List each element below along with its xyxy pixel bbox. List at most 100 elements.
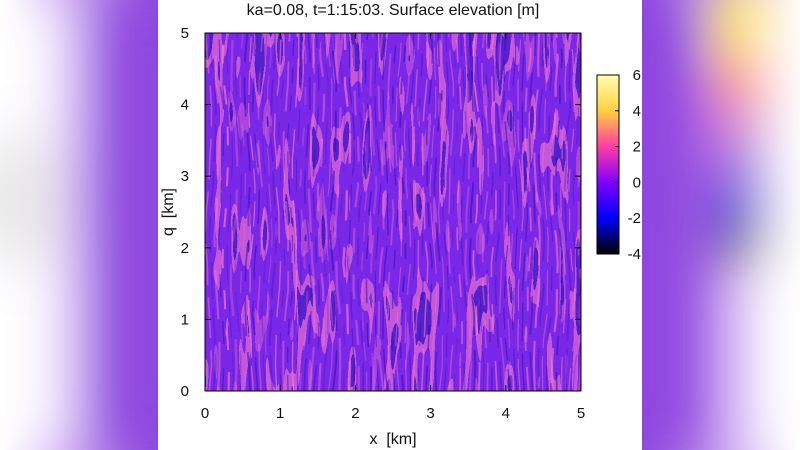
wave-trough-line	[364, 33, 373, 391]
wave-trough-line	[425, 33, 434, 391]
x-tick-label: 4	[502, 405, 510, 422]
x-axis: 0 1 2 3 4 5	[201, 33, 585, 422]
wave-crest-line	[394, 33, 403, 391]
wave-trough-line	[261, 33, 269, 391]
wave-trough-line	[476, 33, 485, 391]
wave-crest-line	[420, 33, 430, 391]
wave-crest-line	[550, 33, 559, 391]
wave-crest-line	[472, 33, 481, 391]
wave-trough-line	[494, 33, 503, 391]
chart-svg: ka=0.08, t=1:15:03. Surface elevation [m…	[160, 2, 641, 448]
y-axis: 0 1 2 3 4 5	[181, 25, 581, 400]
wave-crest-line	[213, 33, 221, 391]
wave-trough-line	[374, 33, 382, 391]
y-tick-label: 0	[181, 383, 189, 400]
colorbar-tick-label: 6	[633, 67, 641, 84]
wave-crest-line	[264, 33, 273, 391]
wave-crest-line	[316, 33, 326, 391]
colorbar-gradient	[596, 74, 620, 255]
colorbar-tick-label: 2	[633, 139, 641, 156]
wave-crest-line	[559, 33, 568, 391]
x-axis-title: x [km]	[369, 431, 416, 448]
wave-trough-line	[545, 33, 554, 391]
y-tick-label: 5	[181, 25, 189, 42]
colorbar: 6 4 2 0 -2 -4	[596, 67, 641, 263]
wave-crest-line	[333, 33, 342, 391]
wave-crest-line	[282, 33, 291, 391]
x-tick-label: 0	[201, 405, 209, 422]
wave-trough-line	[338, 33, 346, 391]
wave-crest-line	[205, 33, 213, 391]
wave-crest-line	[532, 33, 541, 391]
wave-trough-line	[226, 33, 234, 391]
wave-crest-line	[386, 33, 395, 391]
wave-crest-line	[247, 33, 256, 391]
wave-trough-line	[442, 33, 449, 391]
wave-trough-line	[398, 33, 407, 391]
wave-trough-line	[563, 33, 572, 391]
wave-trough-line	[268, 33, 278, 391]
wave-crest-line	[437, 33, 445, 391]
wave-trough-line	[303, 33, 313, 391]
y-tick-label: 1	[181, 311, 189, 328]
crest-lines	[205, 33, 588, 391]
wave-trough-line	[208, 33, 217, 391]
wave-crest-line	[256, 33, 265, 391]
y-tick-label: 3	[181, 168, 189, 185]
wave-crest-line	[490, 33, 498, 391]
wave-trough-line	[407, 33, 416, 391]
wave-crest-line	[412, 33, 420, 391]
wave-crest-line	[498, 33, 506, 391]
wave-trough-line	[528, 33, 537, 391]
wave-trough-line	[459, 33, 468, 391]
x-tick-label: 2	[351, 405, 359, 422]
wave-crest-line	[517, 33, 524, 391]
y-tick-label: 4	[181, 97, 189, 114]
wave-crest-line	[447, 33, 455, 391]
wave-crest-line	[342, 33, 352, 391]
wave-crest-line	[351, 33, 360, 391]
wave-crest-line	[325, 33, 334, 391]
wave-crest-line	[273, 33, 282, 391]
wave-trough-line	[321, 33, 330, 391]
wave-trough-line	[217, 33, 225, 391]
background-right-blur	[642, 0, 800, 450]
wave-trough-line	[312, 33, 321, 391]
wave-trough-line	[468, 33, 477, 391]
wave-trough-line	[251, 33, 261, 391]
wave-crest-line	[541, 33, 549, 391]
wave-trough-line	[537, 33, 546, 391]
wave-trough-line	[295, 33, 304, 391]
wave-crest-line	[524, 33, 533, 391]
x-tick-label: 1	[276, 405, 284, 422]
chart-title: ka=0.08, t=1:15:03. Surface elevation [m…	[247, 2, 540, 19]
y-axis-title: q [km]	[160, 188, 177, 236]
wave-crest-line	[403, 33, 412, 391]
wave-crest-line	[429, 33, 438, 391]
wave-trough-line	[243, 33, 251, 391]
wave-crest-line	[369, 33, 378, 391]
wave-trough-line	[234, 33, 243, 391]
wave-trough-line	[381, 33, 390, 391]
wave-crest-line	[221, 33, 231, 391]
plot-border	[204, 32, 582, 392]
wave-trough-line	[554, 33, 563, 391]
wave-trough-line	[346, 33, 356, 391]
wave-trough-line	[583, 33, 588, 391]
colorbar-ticks: 6 4 2 0 -2 -4	[615, 67, 641, 263]
wave-crest-line	[455, 33, 464, 391]
wave-crest-line	[480, 33, 490, 391]
chart-figure: ka=0.08, t=1:15:03. Surface elevation [m…	[158, 0, 642, 450]
wave-crest-line	[577, 33, 581, 391]
wave-trough-line	[451, 33, 459, 391]
x-tick-label: 3	[426, 405, 434, 422]
background-left-blur	[0, 0, 158, 450]
colorbar-tick-label: 4	[633, 103, 641, 120]
wave-trough-line	[278, 33, 286, 391]
wave-crest-line	[307, 33, 317, 391]
colorbar-tick-label: -4	[628, 246, 641, 263]
wave-crest-line	[507, 33, 515, 391]
wave-crest-line	[464, 33, 473, 391]
x-tick-label: 5	[577, 405, 585, 422]
wave-crest-line	[377, 33, 386, 391]
